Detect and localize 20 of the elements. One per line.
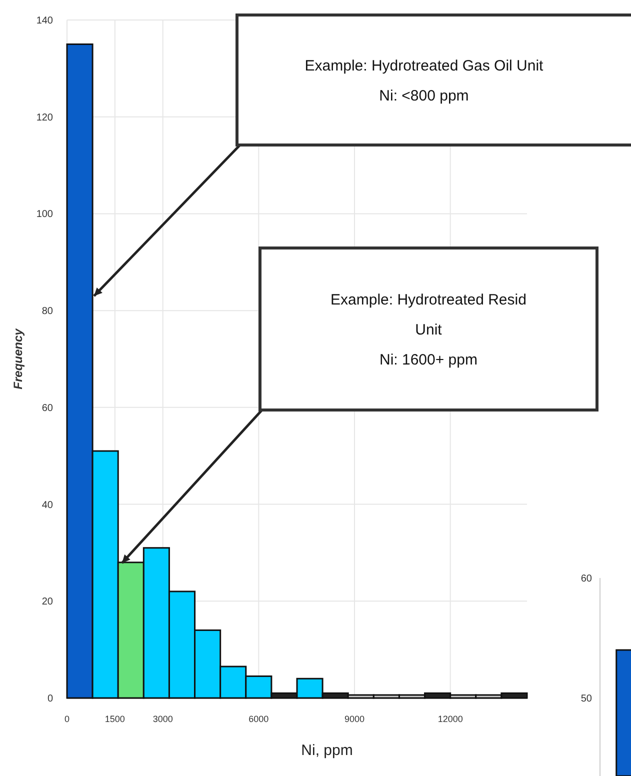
y-tick-label: 0: [47, 694, 54, 704]
x-tick-label: 12000: [438, 714, 463, 724]
x-tick-label: 9000: [344, 714, 365, 724]
y-tick-label: 20: [42, 596, 54, 608]
y-tick-label: 120: [36, 112, 54, 124]
y-tick-label: 40: [42, 500, 54, 511]
annotation: Example: Hydrotreated Gas Oil Unit Ni: <800 ppm: [304, 57, 544, 104]
y-axis-title: Frequency: [11, 327, 25, 390]
x-tick-label: 6000: [248, 714, 269, 724]
x-axis-title: Ni, ppm: [301, 742, 353, 759]
y-tick-label: 140: [36, 16, 54, 26]
x-tick-label: 1500: [104, 714, 125, 724]
y-tick-label: 50: [580, 694, 592, 704]
y-tick-label: 80: [42, 306, 54, 318]
x-tick-label: 0: [64, 714, 70, 724]
y-tick-label: 60: [42, 402, 54, 414]
x-tick-label: 3000: [152, 714, 173, 724]
annotation: Example: Hydrotreated Resid Unit Ni: 1600+ ppm: [330, 291, 526, 368]
y-tick-label: 100: [36, 209, 54, 220]
y-tick-label: 60: [580, 574, 592, 584]
